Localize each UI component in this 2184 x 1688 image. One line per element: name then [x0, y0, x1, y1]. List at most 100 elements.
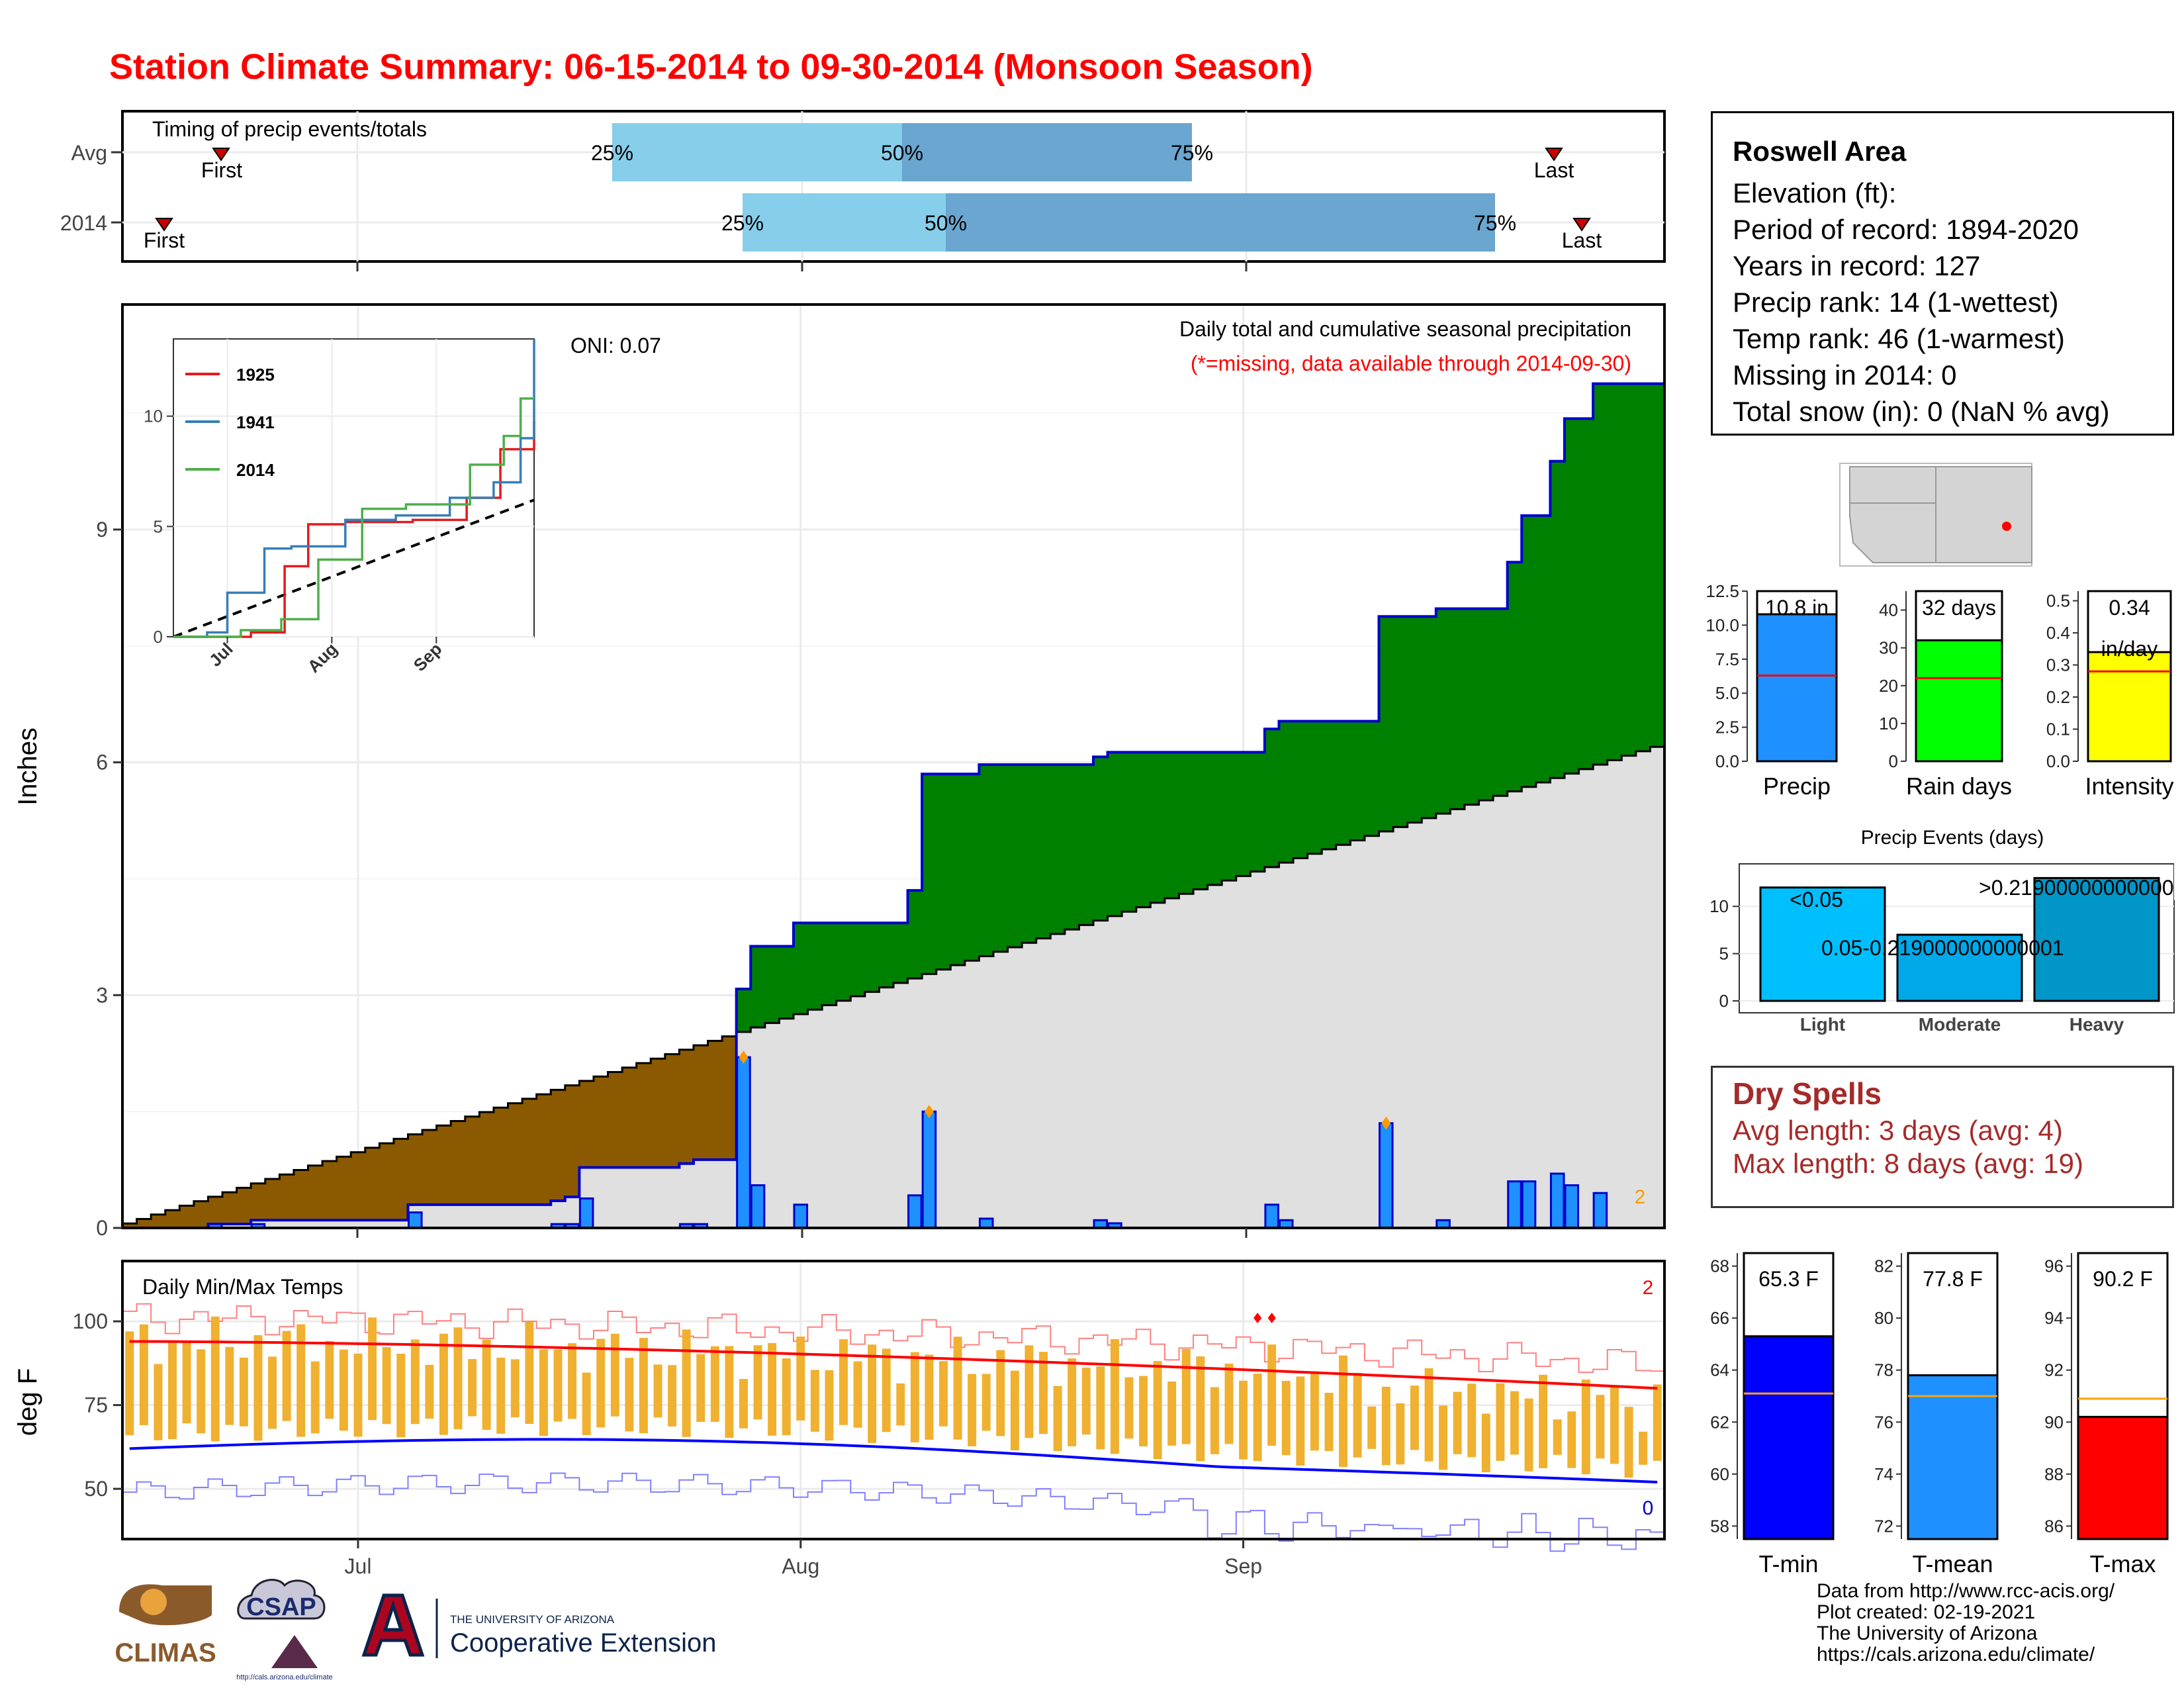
surplus-area — [1307, 721, 1322, 854]
surplus-area — [1079, 765, 1094, 925]
surplus-area — [1250, 752, 1265, 872]
daily-temp-bar — [1081, 1367, 1091, 1435]
daily-temp-bar — [1653, 1384, 1662, 1461]
stat-name-label: Rain days — [1906, 773, 2012, 800]
deficit-area — [336, 1156, 351, 1221]
ua-logo-top: THE UNIVERSITY OF ARIZONA — [450, 1613, 615, 1626]
deficit-area — [579, 1080, 594, 1168]
record-marker — [739, 1051, 749, 1064]
surplus-area — [1122, 752, 1137, 912]
daily-temp-bar — [1181, 1348, 1191, 1444]
daily-temp-bar — [896, 1383, 905, 1426]
daily-temp-bar — [225, 1346, 234, 1425]
temp-stat-tick-label: 76 — [1874, 1412, 1893, 1432]
stat-tick-label: 0.2 — [2046, 687, 2070, 707]
deficit-area — [251, 1183, 266, 1221]
deficit-area — [136, 1219, 152, 1228]
deficit-area — [651, 1058, 666, 1168]
daily-temp-bar — [296, 1324, 306, 1437]
surplus-area — [1179, 752, 1194, 894]
daily-temp-bar — [1553, 1419, 1562, 1455]
temp-stat-bar-t-max — [2077, 1415, 2169, 1540]
deficit-area — [365, 1147, 380, 1221]
temp-stat-tick-label: 66 — [1710, 1308, 1729, 1328]
stat-tick-label: 12.5 — [1706, 581, 1739, 601]
surplus-area — [1336, 721, 1351, 845]
daily-temp-bar — [553, 1349, 563, 1422]
daily-temp-bar — [825, 1370, 834, 1441]
surplus-area — [850, 923, 866, 997]
stat-tick-label: 0.4 — [2046, 623, 2070, 643]
daily-temp-bar — [1196, 1356, 1205, 1462]
stat-tick-label: 0.5 — [2046, 591, 2070, 611]
deficit-area — [565, 1085, 580, 1197]
info-precip-rank: Precip rank: 14 (1-wettest) — [1733, 287, 2059, 318]
info-elevation: Elevation (ft): — [1733, 177, 1897, 209]
surplus-area — [764, 946, 780, 1023]
stat-name-label: Intensity — [2085, 773, 2173, 800]
daily-temp-bar — [968, 1374, 977, 1446]
avg-first-marker — [212, 148, 230, 162]
inset-series — [173, 339, 535, 638]
stat-tick-label: 10 — [1879, 714, 1898, 733]
daily-temp-bar — [582, 1372, 591, 1435]
inset-y-tick-label: 10 — [144, 406, 163, 426]
daily-precip-bar — [1521, 1180, 1537, 1229]
stat-tick-label: 2.5 — [1715, 718, 1739, 737]
deficit-area — [679, 1049, 694, 1164]
deficit-area — [408, 1134, 423, 1205]
temp-stat-tick-label: 94 — [2044, 1308, 2064, 1328]
station-location-marker — [2002, 522, 2011, 531]
daily-temp-bar — [996, 1350, 1005, 1436]
surplus-area — [1550, 461, 1565, 778]
daily-temp-bar — [1353, 1372, 1362, 1458]
info-period: Period of record: 1894-2020 — [1733, 214, 2079, 245]
surplus-area — [1578, 418, 1594, 769]
surplus-area — [793, 923, 809, 1014]
surplus-area — [1379, 616, 1394, 832]
surplus-area — [907, 890, 923, 979]
temp-x-ticks: Jul Aug Sep — [345, 1539, 1262, 1578]
inset-y-tick-label: 0 — [154, 627, 163, 647]
daily-temp-bar — [1253, 1374, 1262, 1462]
stat-bar-intensity — [2087, 651, 2172, 763]
temp-stat-tick-label: 88 — [2044, 1464, 2064, 1484]
daily-temp-bar — [1524, 1398, 1533, 1472]
y2014-first-label: First — [144, 228, 185, 252]
temp-stat-bar-t-min — [1743, 1335, 1835, 1540]
surplus-area — [1564, 418, 1580, 774]
temp-stat-tick-label: 60 — [1710, 1464, 1729, 1484]
daily-temp-bar — [1053, 1385, 1062, 1452]
temp-stat-tick-label: 82 — [1874, 1256, 1893, 1276]
legend-label-1941: 1941 — [236, 412, 275, 432]
temp-panel: 50 75 100 deg F Daily Min/Max Temps 2 0 Ju… — [13, 1260, 1666, 1578]
daily-temp-bar — [1024, 1345, 1034, 1438]
stat-bar-rain-days — [1915, 639, 2003, 763]
temp-stat-name-label: T-min — [1759, 1550, 1819, 1577]
surplus-area — [1279, 721, 1294, 863]
daily-temp-bar — [925, 1354, 934, 1440]
deficit-area — [536, 1094, 551, 1205]
daily-temp-bar — [682, 1329, 691, 1437]
deficit-area — [351, 1152, 366, 1221]
events-clip-mask — [2174, 861, 2184, 900]
daily-temp-bar — [939, 1361, 948, 1427]
deficit-area — [707, 1041, 723, 1160]
daily-precip-bar — [1507, 1180, 1522, 1229]
surplus-area — [1479, 608, 1494, 800]
y2014-p50-label: 50% — [925, 211, 967, 235]
daily-temp-bar — [396, 1353, 406, 1438]
temp-y-tick-label: 75 — [84, 1393, 108, 1417]
info-years: Years in record: 127 — [1733, 250, 1981, 281]
daily-temp-bar — [1010, 1370, 1019, 1450]
precip-panel: 0 3 6 9 Inches Daily total and cumulative s… — [13, 303, 1666, 1240]
daily-temp-bar — [1639, 1431, 1648, 1465]
surplus-area — [1650, 383, 1665, 747]
deficit-area — [322, 1161, 338, 1221]
deficit-area — [722, 1036, 737, 1160]
events-value-label: 0.05-0.219000000000001 — [1821, 936, 2064, 960]
avg-p75-label: 75% — [1171, 141, 1213, 165]
daily-temp-bar — [1124, 1377, 1134, 1439]
surplus-area — [1635, 383, 1651, 751]
stat-value-label: in/day — [2101, 637, 2158, 661]
